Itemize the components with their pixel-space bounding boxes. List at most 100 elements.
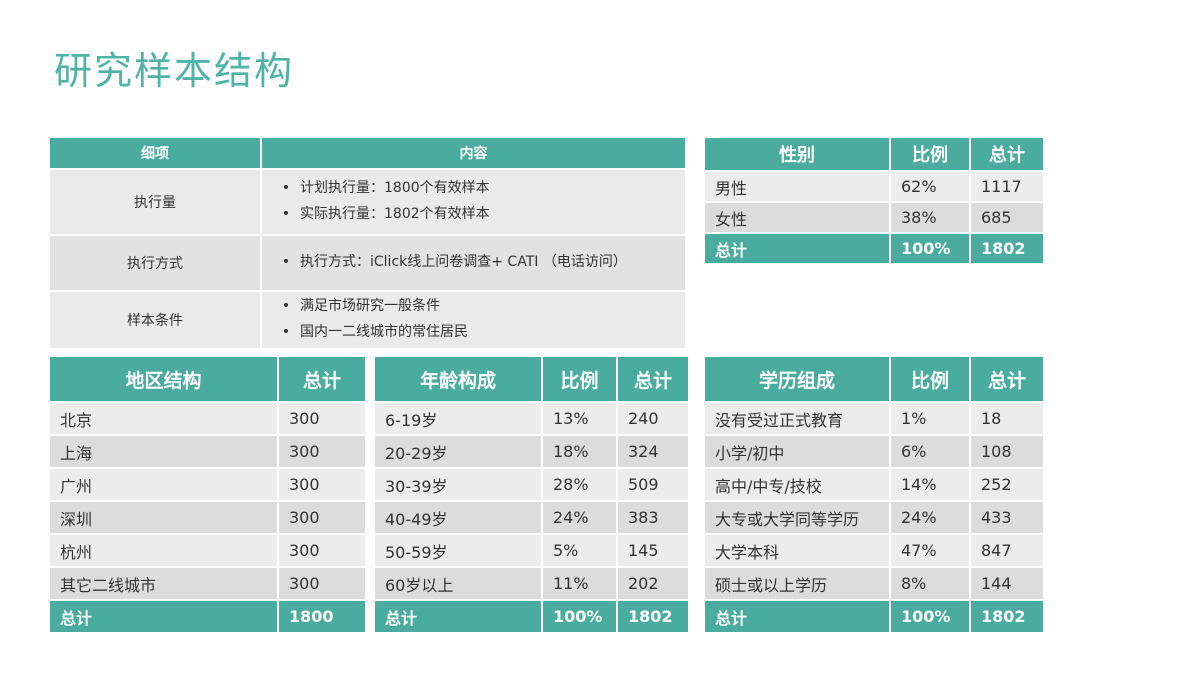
- row-ratio: 13%: [543, 403, 616, 434]
- row-label: 20-29岁: [375, 436, 541, 467]
- header-total: 总计: [971, 138, 1043, 170]
- row-ratio: 14%: [891, 469, 969, 500]
- bullet-text: 实际执行量：1802个有效样本: [300, 206, 490, 222]
- row-label: 高中/中专/技校: [705, 469, 889, 500]
- table-row-age-6-19: 6-19岁 13% 240: [375, 403, 688, 434]
- table-row-no-education: 没有受过正式教育 1% 18: [705, 403, 1043, 434]
- row-content: • 执行方式：iClick线上问卷调查+ CATI （电话访问）: [262, 236, 685, 290]
- row-label: 执行方式: [50, 236, 260, 290]
- row-label: 总计: [50, 601, 277, 632]
- row-ratio: 5%: [543, 535, 616, 566]
- table-row-beijing: 北京 300: [50, 403, 365, 434]
- bullet-text: 满足市场研究一般条件: [300, 298, 440, 315]
- bullet-text: 执行方式：iClick线上问卷调查+ CATI （电话访问）: [300, 254, 627, 271]
- region-table: 地区结构 总计 北京 300 上海 300 广州 300 深圳 300 杭州 3…: [50, 357, 365, 632]
- bullet-item: • 实际执行量：1802个有效样本: [272, 205, 679, 225]
- row-label: 北京: [50, 403, 277, 434]
- row-label: 男性: [705, 172, 889, 201]
- row-label: 其它二线城市: [50, 568, 277, 599]
- row-label: 广州: [50, 469, 277, 500]
- row-total: 202: [618, 568, 688, 599]
- bullet-icon: •: [281, 180, 291, 197]
- row-label: 6-19岁: [375, 403, 541, 434]
- row-ratio: 62%: [891, 172, 969, 201]
- table-row-age-30-39: 30-39岁 28% 509: [375, 469, 688, 500]
- row-label: 大学本科: [705, 535, 889, 566]
- row-total: 18: [971, 403, 1043, 434]
- row-ratio: 100%: [891, 234, 969, 263]
- row-ratio: 18%: [543, 436, 616, 467]
- table-row-age-50-59: 50-59岁 5% 145: [375, 535, 688, 566]
- header-total: 总计: [279, 357, 365, 401]
- table-row-master-plus: 硕士或以上学历 8% 144: [705, 568, 1043, 599]
- row-ratio: 8%: [891, 568, 969, 599]
- row-total: 847: [971, 535, 1043, 566]
- age-table: 年龄构成 比例 总计 6-19岁 13% 240 20-29岁 18% 324 …: [375, 357, 688, 632]
- table-row-shanghai: 上海 300: [50, 436, 365, 467]
- row-ratio: 47%: [891, 535, 969, 566]
- header-ratio: 比例: [543, 357, 616, 401]
- bullet-text: 计划执行量：1800个有效样本: [300, 180, 490, 197]
- row-total: 685: [971, 203, 1043, 232]
- row-content: • 满足市场研究一般条件 • 国内一二线城市的常住居民: [262, 292, 685, 348]
- gender-table-header: 性别 比例 总计: [705, 138, 1043, 170]
- header-ratio: 比例: [891, 138, 969, 170]
- table-row-college: 大专或大学同等学历 24% 433: [705, 502, 1043, 533]
- table-row-bachelor: 大学本科 47% 847: [705, 535, 1043, 566]
- bullet-icon: •: [281, 298, 291, 315]
- row-ratio: 28%: [543, 469, 616, 500]
- row-total: 144: [971, 568, 1043, 599]
- info-row-execution-volume: 执行量 • 计划执行量：1800个有效样本 • 实际执行量：1802个有效样本: [50, 170, 685, 234]
- table-row-female: 女性 38% 685: [705, 203, 1043, 232]
- row-label: 总计: [705, 601, 889, 632]
- bullet-item: • 计划执行量：1800个有效样本: [272, 179, 679, 199]
- row-total: 145: [618, 535, 688, 566]
- row-label: 总计: [705, 234, 889, 263]
- age-table-header: 年龄构成 比例 总计: [375, 357, 688, 401]
- row-total: 1802: [971, 234, 1043, 263]
- row-total: 240: [618, 403, 688, 434]
- table-row-age-20-29: 20-29岁 18% 324: [375, 436, 688, 467]
- row-total: 433: [971, 502, 1043, 533]
- table-row-total: 总计 100% 1802: [705, 234, 1043, 263]
- row-label: 50-59岁: [375, 535, 541, 566]
- row-total: 1802: [618, 601, 688, 632]
- info-row-execution-method: 执行方式 • 执行方式：iClick线上问卷调查+ CATI （电话访问）: [50, 236, 685, 290]
- row-label: 总计: [375, 601, 541, 632]
- row-total: 300: [279, 436, 365, 467]
- info-table: 细项 内容 执行量 • 计划执行量：1800个有效样本 • 实际执行量：1802个有…: [50, 138, 685, 348]
- info-header-detail: 细项: [50, 138, 260, 168]
- table-row-age-60-plus: 60岁以上 11% 202: [375, 568, 688, 599]
- row-ratio: 100%: [543, 601, 616, 632]
- table-row-total: 总计 100% 1802: [375, 601, 688, 632]
- row-total: 383: [618, 502, 688, 533]
- table-row-primary-middle: 小学/初中 6% 108: [705, 436, 1043, 467]
- row-label: 60岁以上: [375, 568, 541, 599]
- row-label: 小学/初中: [705, 436, 889, 467]
- row-total: 300: [279, 403, 365, 434]
- table-row-high-school: 高中/中专/技校 14% 252: [705, 469, 1043, 500]
- table-row-hangzhou: 杭州 300: [50, 535, 365, 566]
- bullet-icon: •: [281, 254, 291, 271]
- row-label: 没有受过正式教育: [705, 403, 889, 434]
- row-label: 深圳: [50, 502, 277, 533]
- table-row-shenzhen: 深圳 300: [50, 502, 365, 533]
- row-total: 300: [279, 568, 365, 599]
- bullet-item: • 满足市场研究一般条件: [272, 297, 679, 317]
- info-table-header: 细项 内容: [50, 138, 685, 168]
- education-table: 学历组成 比例 总计 没有受过正式教育 1% 18 小学/初中 6% 108 高…: [705, 357, 1043, 632]
- row-total: 324: [618, 436, 688, 467]
- row-label: 杭州: [50, 535, 277, 566]
- row-ratio: 24%: [543, 502, 616, 533]
- row-label: 硕士或以上学历: [705, 568, 889, 599]
- row-total: 252: [971, 469, 1043, 500]
- education-table-header: 学历组成 比例 总计: [705, 357, 1043, 401]
- row-ratio: 6%: [891, 436, 969, 467]
- row-total: 1800: [279, 601, 365, 632]
- header-total: 总计: [971, 357, 1043, 401]
- bullet-text: 国内一二线城市的常住居民: [300, 324, 468, 340]
- info-row-sample-conditions: 样本条件 • 满足市场研究一般条件 • 国内一二线城市的常住居民: [50, 292, 685, 348]
- row-ratio: 38%: [891, 203, 969, 232]
- row-ratio: 1%: [891, 403, 969, 434]
